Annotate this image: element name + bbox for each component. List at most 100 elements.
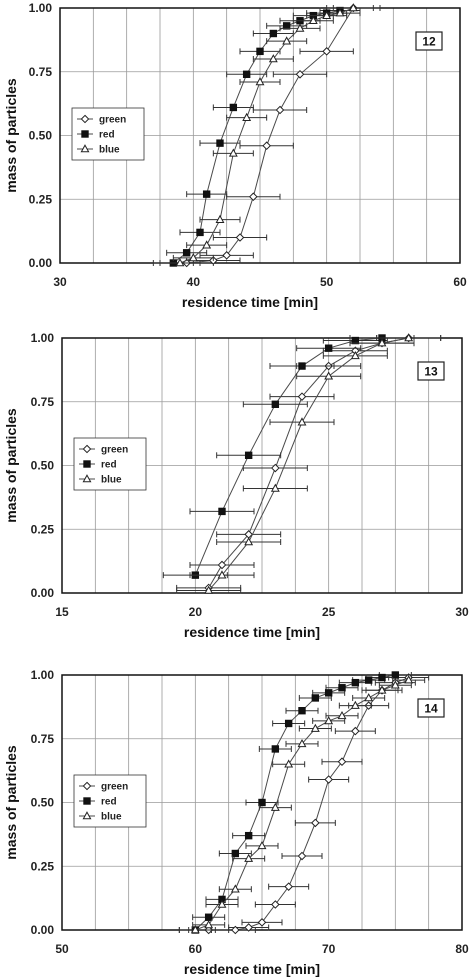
data-point-blue — [230, 884, 240, 893]
series-blue — [178, 675, 426, 934]
x-tick-label: 25 — [322, 605, 336, 619]
data-point-green — [297, 392, 307, 401]
legend: green red blue — [73, 774, 147, 828]
legend-label-blue: blue — [99, 145, 120, 156]
data-point-blue — [268, 54, 278, 63]
y-tick-label: 0.00 — [29, 256, 53, 270]
data-point-blue — [255, 77, 265, 86]
y-tick-label: 0.75 — [31, 395, 55, 409]
x-axis-title: residence time [min] — [184, 624, 320, 640]
data-point-red — [182, 249, 191, 257]
y-tick-label: 0.25 — [29, 192, 53, 206]
plot-frame — [61, 674, 463, 931]
data-point-red — [271, 400, 280, 409]
series-line-red — [194, 674, 396, 931]
x-tick-label: 50 — [320, 275, 334, 289]
data-point-green — [337, 757, 347, 767]
data-point-red — [196, 228, 204, 237]
data-point-red — [284, 719, 293, 728]
data-point-green — [322, 47, 331, 56]
data-point-red — [391, 671, 400, 679]
data-point-blue — [324, 716, 334, 725]
data-point-blue — [404, 333, 414, 342]
series-green — [176, 333, 442, 593]
x-tick-label: 60 — [453, 275, 467, 289]
data-point-blue — [217, 899, 227, 908]
data-point-blue — [295, 23, 305, 32]
data-point-blue — [257, 841, 267, 850]
series-blue — [159, 3, 374, 267]
y-tick-label: 0.25 — [31, 859, 55, 873]
chart-panel-13: 15 20 25 30 0.00 0.25 0.50 0.75 1.00 residence ti… — [3, 331, 469, 640]
data-point-blue — [215, 214, 225, 223]
series-blue — [176, 333, 442, 594]
data-point-red — [324, 689, 333, 697]
data-point-blue — [244, 537, 254, 546]
legend-marker-blue — [80, 144, 90, 153]
data-point-red — [338, 684, 346, 692]
data-point-green — [271, 900, 280, 909]
data-point-red — [364, 676, 373, 684]
data-point-blue — [337, 710, 347, 720]
data-point-blue — [377, 685, 387, 694]
data-point-blue — [228, 148, 238, 157]
data-point-green — [311, 818, 320, 828]
legend-label-green: green — [101, 445, 128, 456]
panel-label-box — [417, 361, 445, 381]
data-point-red — [271, 745, 280, 753]
legend-label-red: red — [101, 797, 117, 808]
legend: green red blue — [73, 437, 147, 491]
data-point-green — [297, 851, 307, 861]
data-point-red — [244, 831, 253, 840]
x-axis-title: residence time [min] — [184, 961, 320, 977]
x-tick-label: 70 — [322, 942, 336, 956]
y-tick-label: 0.50 — [31, 459, 55, 473]
data-point-blue — [390, 680, 400, 689]
data-point-blue — [244, 853, 254, 862]
legend-marker-green — [82, 444, 92, 454]
legend: green red blue — [71, 107, 145, 161]
data-point-green — [275, 105, 285, 115]
legend-marker-blue — [82, 474, 92, 483]
y-tick-label: 1.00 — [29, 1, 53, 15]
data-point-red — [311, 694, 320, 702]
x-axis-title: residence time [min] — [182, 294, 318, 310]
data-point-green — [222, 251, 231, 260]
data-point-blue — [190, 925, 200, 934]
data-point-red — [351, 336, 360, 345]
legend-label-green: green — [101, 782, 128, 793]
data-point-red — [204, 913, 213, 921]
legend-marker-red — [83, 460, 91, 468]
series-line-red — [194, 337, 383, 576]
series-line-green — [186, 7, 354, 264]
data-point-green — [271, 463, 280, 473]
plot-frame — [59, 7, 461, 264]
y-axis-title: mass of particles — [3, 408, 19, 523]
data-point-green — [324, 775, 333, 784]
data-point-blue — [217, 570, 227, 579]
x-tick-label: 30 — [53, 275, 67, 289]
data-point-blue — [364, 693, 374, 702]
y-tick-label: 0.75 — [31, 732, 55, 746]
y-tick-label: 0.00 — [31, 586, 55, 600]
data-point-green — [257, 918, 267, 927]
data-point-blue — [202, 240, 212, 249]
panel-label: 12 — [422, 35, 436, 49]
data-point-blue — [270, 802, 280, 811]
data-point-red — [258, 798, 266, 807]
data-point-green — [295, 69, 305, 79]
x-tick-label: 50 — [55, 942, 69, 956]
data-point-red — [244, 451, 253, 460]
data-point-green — [217, 560, 227, 570]
data-point-red — [282, 22, 291, 30]
data-point-red — [324, 344, 333, 352]
data-point-blue — [297, 417, 307, 426]
legend-marker-blue — [82, 811, 92, 820]
data-point-blue — [284, 759, 294, 768]
data-point-blue — [348, 3, 358, 12]
legend-label-green: green — [99, 115, 126, 126]
y-tick-label: 1.00 — [31, 331, 55, 345]
legend-marker-green — [82, 781, 92, 791]
data-point-red — [351, 678, 360, 687]
